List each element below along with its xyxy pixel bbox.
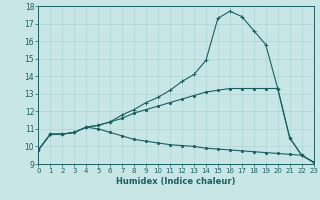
- X-axis label: Humidex (Indice chaleur): Humidex (Indice chaleur): [116, 177, 236, 186]
